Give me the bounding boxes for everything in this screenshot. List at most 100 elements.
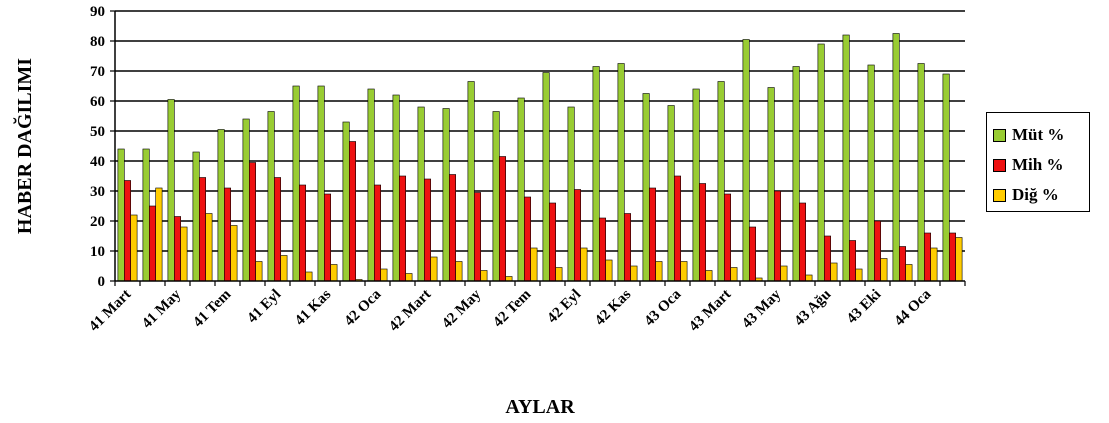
bar-mih [948, 232, 956, 282]
x-tick-label: 42 Kas [592, 286, 634, 328]
bar-mih [723, 193, 731, 282]
bar-mut [817, 43, 825, 282]
bar-mih [673, 175, 681, 282]
bar-mut [792, 66, 800, 282]
bar-mih [249, 162, 257, 282]
bar-mut [617, 63, 625, 282]
bar-mut [917, 63, 925, 282]
bar-mih [298, 184, 306, 282]
x-tick-label: 42 Mart [386, 287, 434, 335]
x-tick-label: 41 Mart [86, 287, 134, 335]
bar-dig [555, 267, 563, 282]
bar-mut [742, 39, 750, 282]
bar-dig [405, 273, 413, 282]
bar-mut [442, 108, 450, 282]
bar-mut [267, 111, 275, 282]
y-tick-label: 90 [90, 4, 105, 20]
y-tick-label: 70 [90, 64, 105, 80]
x-tick-label: 42 Tem [490, 286, 534, 330]
bar-mut [892, 33, 900, 282]
bar-mih [898, 246, 906, 282]
x-tick-label: 42 Eyl [544, 287, 584, 327]
bar-mut [717, 81, 725, 282]
bar-mut [142, 148, 150, 282]
bar-mut [342, 121, 350, 282]
bar-mih [448, 174, 456, 282]
bar-dig [580, 247, 588, 282]
bar-dig [205, 213, 213, 282]
bar-dig [530, 247, 538, 282]
bar-mih [348, 141, 356, 282]
legend-label-dig: Diğ % [1012, 185, 1059, 204]
legend: Müt % Mih % Diğ % [986, 112, 1090, 212]
x-tick-label: 41 Tem [190, 286, 234, 330]
x-axis-title: AYLAR [505, 396, 575, 418]
bar-dig [630, 265, 638, 282]
bar-mut [517, 97, 525, 282]
bar-dig [930, 247, 938, 282]
bar-mih [698, 183, 706, 282]
bar-mih [648, 187, 656, 282]
y-tick-label: 40 [90, 154, 105, 170]
bar-mut [117, 148, 125, 282]
bar-mut [167, 99, 175, 282]
bar-dig [955, 237, 963, 282]
x-tick-label: 41 Eyl [244, 287, 284, 327]
bar-mut [492, 111, 500, 282]
bar-dig [830, 262, 838, 282]
bar-mih [523, 196, 531, 282]
bar-dig [305, 271, 313, 282]
legend-label-mih: Mih % [1012, 155, 1064, 174]
bar-dig [855, 268, 863, 282]
bar-mut [367, 88, 375, 282]
y-tick-label: 20 [90, 214, 105, 230]
bar-mih [273, 177, 281, 282]
bar-mut [292, 85, 300, 282]
x-tick-label: 43 May [739, 286, 785, 332]
bar-dig [905, 264, 913, 282]
axes [114, 11, 966, 286]
x-tick-label: 43 Oca [641, 286, 684, 329]
bar-dig [730, 267, 738, 282]
bar-mih [748, 226, 756, 282]
bar-mih [398, 175, 406, 282]
x-tick-label: 41 Kas [292, 286, 334, 328]
bar-mih [623, 213, 631, 282]
bar-mih [548, 202, 556, 282]
legend-label-mut: Müt % [1012, 125, 1065, 144]
x-tick-label: 43 Eki [844, 287, 884, 327]
y-tick-label: 0 [98, 274, 106, 290]
bar-mut [642, 93, 650, 282]
bar-mih [224, 187, 232, 282]
bar-mut [692, 88, 700, 282]
bar-mih [798, 202, 806, 282]
legend-swatch-dig [993, 188, 1006, 202]
bar-mut [242, 118, 250, 282]
x-tick-label: 42 Oca [341, 286, 384, 329]
bar-dig [155, 187, 163, 282]
bar-dig [280, 255, 288, 282]
legend-item-dig: Diğ % [993, 185, 1059, 204]
bar-dig [380, 268, 388, 282]
x-tick-label: 43 Ağu [791, 287, 834, 330]
bar-dig [130, 214, 138, 282]
bar-mut [942, 73, 950, 282]
y-tick-label: 80 [90, 34, 105, 50]
bar-dig [705, 270, 713, 282]
bar-mih [598, 217, 606, 282]
bar-mut [592, 66, 600, 282]
bar-dig [680, 261, 688, 282]
bar-mih [373, 184, 381, 282]
bar-dig [605, 259, 613, 282]
bar-mut [417, 106, 425, 282]
bar-mut [217, 129, 225, 282]
bar-mut [317, 85, 325, 282]
bar-mih [199, 177, 207, 282]
legend-swatch-mih [993, 158, 1006, 172]
y-tick-label: 10 [90, 244, 105, 260]
bar-mih [423, 178, 431, 282]
gridlines [115, 10, 965, 252]
bar-mih [473, 192, 481, 282]
bar-mut [467, 81, 475, 282]
